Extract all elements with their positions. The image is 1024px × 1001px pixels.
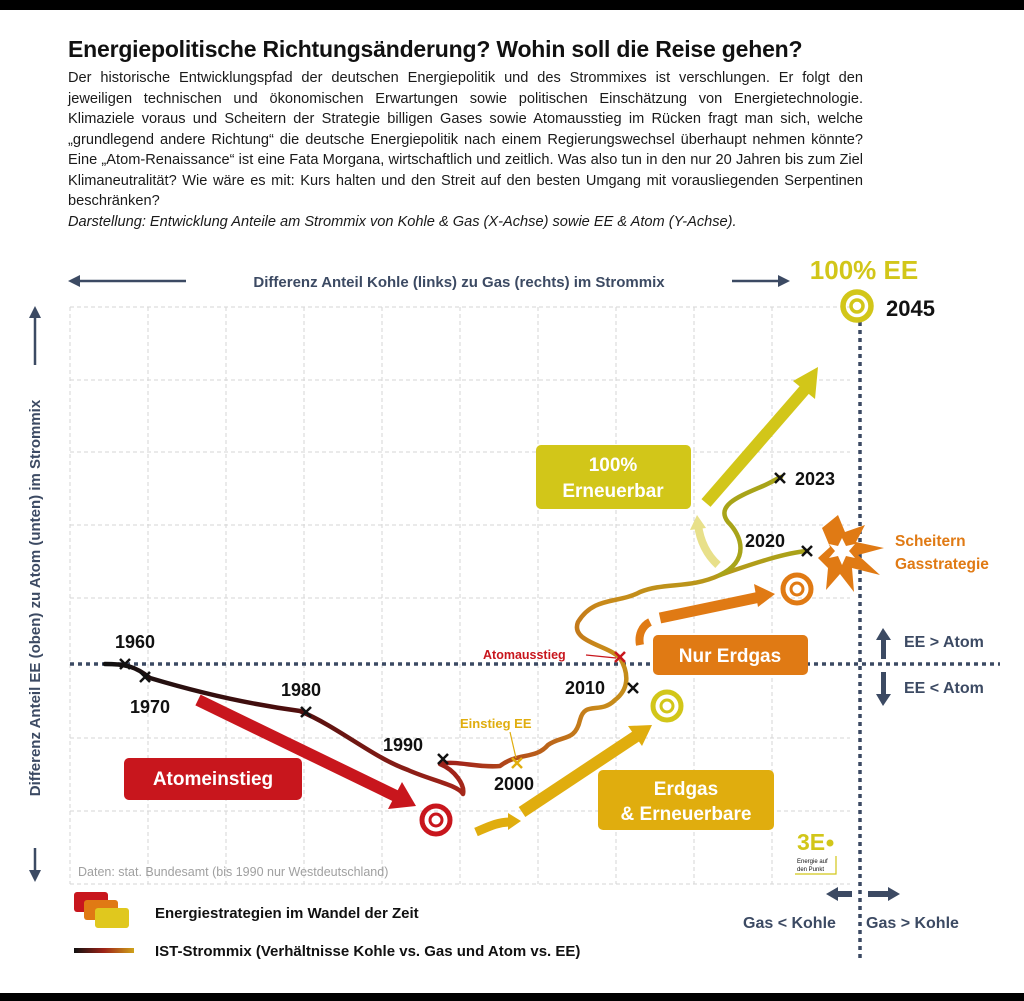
- gas-lt-kohle-label: Gas < Kohle: [743, 915, 836, 932]
- year-2020: 2020: [745, 531, 785, 551]
- intro-paragraph: Der historische Entwicklungspfad der deu…: [68, 70, 863, 209]
- atomeinstieg-ring-icon: [419, 803, 453, 837]
- atomausstieg-label: Atomausstieg: [483, 648, 566, 662]
- logo-3e: 3E Energie auf den Punkt: [795, 829, 837, 875]
- ist-strommix-path-recent: [717, 474, 784, 578]
- ee100-label-2: Erneuerbar: [562, 481, 664, 502]
- scheitern-gasstrategie: Scheitern Gasstrategie: [818, 515, 989, 592]
- year-labels: 1960 1970 1980 1990 2000 2010 2020 2023: [115, 469, 835, 794]
- year-markers: [119, 472, 813, 765]
- year-1980: 1980: [281, 680, 321, 700]
- legend-strategies-label: Energiestrategien im Wandel der Zeit: [155, 905, 419, 922]
- erdgas-ee-ring-icon: [650, 689, 684, 723]
- infographic: Energiepolitische Richtungsänderung? Woh…: [0, 10, 1024, 993]
- legend-actual-swatch: [74, 948, 134, 953]
- year-1970: 1970: [130, 697, 170, 717]
- y-axis-header: Differenz Anteil EE (oben) zu Atom (unte…: [27, 306, 44, 882]
- logo-tagline-1: Energie auf: [797, 859, 828, 865]
- atomausstieg-marker: [614, 651, 626, 663]
- gas-lt-kohle-indicator: Gas < Kohle: [743, 887, 852, 932]
- ee100-arrow: [701, 384, 811, 507]
- legend-actual-label: IST-Strommix (Verhältnisse Kohle vs. Gas…: [155, 943, 580, 960]
- target-year: 2045: [886, 296, 935, 321]
- gas-gt-kohle-label: Gas > Kohle: [866, 915, 959, 932]
- target-100-ee: 100% EE 2045: [810, 255, 935, 323]
- nur-erdgas-hook: [635, 618, 653, 646]
- erdgas-ee-hook: [474, 817, 511, 837]
- year-2000: 2000: [494, 774, 534, 794]
- nur-erdgas-label: Nur Erdgas: [679, 646, 781, 667]
- einstieg-ee-marker: [511, 757, 523, 769]
- page-title: Energiepolitische Richtungsänderung? Woh…: [68, 36, 803, 62]
- erdgas-ee-label-2: & Erneuerbare: [621, 804, 752, 825]
- y-axis-label: Differenz Anteil EE (oben) zu Atom (unte…: [27, 399, 44, 796]
- atomeinstieg-arrow: [195, 694, 403, 804]
- erdgas-ee-label-1: Erdgas: [654, 779, 718, 800]
- target-ring-icon: [840, 289, 874, 323]
- plot-grid: [69, 306, 850, 885]
- scheitern-label-2: Gasstrategie: [895, 556, 989, 573]
- scheitern-label-1: Scheitern: [895, 533, 966, 550]
- ee-gt-atom-label: EE > Atom: [904, 634, 984, 651]
- target-label: 100% EE: [810, 255, 918, 285]
- einstieg-ee-label: Einstieg EE: [460, 716, 532, 731]
- atomeinstieg-label: Atomeinstieg: [153, 769, 273, 790]
- x-axis-header: Differenz Anteil Kohle (links) zu Gas (r…: [68, 274, 790, 291]
- x-axis-label: Differenz Anteil Kohle (links) zu Gas (r…: [253, 274, 665, 291]
- ist-strommix-path: [102, 548, 810, 797]
- ee-lt-atom-indicator: EE < Atom: [876, 672, 984, 706]
- strategy-nur-erdgas: Nur Erdgas: [635, 572, 814, 675]
- ee100-hook: [694, 524, 721, 568]
- year-1960: 1960: [115, 632, 155, 652]
- year-2023: 2023: [795, 469, 835, 489]
- intro-text: Der historische Entwicklungspfad der deu…: [68, 68, 863, 232]
- year-1990: 1990: [383, 735, 423, 755]
- legend: Energiestrategien im Wandel der Zeit IST…: [74, 892, 580, 960]
- strategy-erdgas-erneuerbare: Erdgas & Erneuerbare: [474, 689, 774, 837]
- nur-erdgas-arrow: [658, 591, 762, 624]
- legend-strategies-swatch: [74, 892, 129, 928]
- ee-lt-atom-label: EE < Atom: [904, 680, 984, 697]
- intro-note: Darstellung: Entwicklung Anteile am Stro…: [68, 213, 737, 230]
- ee100-label-1: 100%: [589, 455, 638, 476]
- year-2010: 2010: [565, 678, 605, 698]
- nur-erdgas-ring-icon: [780, 572, 814, 606]
- logo-tagline-2: den Punkt: [797, 867, 824, 873]
- source-note: Daten: stat. Bundesamt (bis 1990 nur Wes…: [78, 865, 388, 879]
- ee-gt-atom-indicator: EE > Atom: [876, 628, 984, 659]
- strategy-atomeinstieg: Atomeinstieg: [124, 694, 453, 837]
- erdgas-ee-arrow: [518, 730, 642, 817]
- gas-gt-kohle-indicator: Gas > Kohle: [866, 887, 959, 932]
- logo-mark: 3E: [797, 829, 825, 855]
- strategy-100-erneuerbar: 100% Erneuerbar: [536, 367, 818, 568]
